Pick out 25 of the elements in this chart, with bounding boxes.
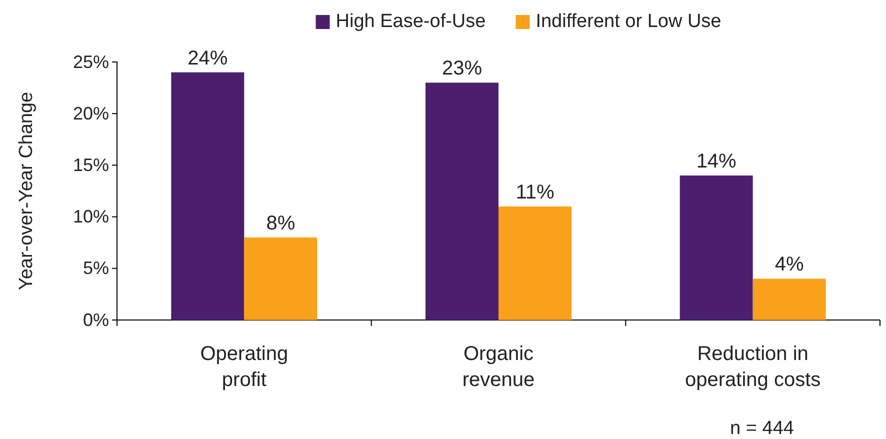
- data-label: 4%: [774, 254, 804, 276]
- y-tick-label: 5%: [82, 258, 109, 278]
- y-tick-label: 10%: [72, 206, 109, 227]
- y-tick-label: 15%: [72, 154, 109, 175]
- y-axis-title: Year-over-Year Change: [16, 92, 37, 290]
- data-label: 11%: [516, 181, 554, 204]
- bar: [680, 176, 753, 320]
- data-label: 8%: [266, 212, 296, 234]
- data-label: 24%: [188, 47, 228, 70]
- x-tick-label: Operating profit: [200, 343, 288, 391]
- bar: [752, 278, 826, 320]
- y-tick-label: 0%: [82, 310, 109, 330]
- bar: [426, 82, 498, 320]
- legend-label: High Ease-of-Use: [336, 11, 486, 32]
- bar: [171, 72, 244, 320]
- legend-label: Indifferent or Low Use: [536, 11, 722, 32]
- data-label: 14%: [696, 150, 737, 173]
- y-tick-label: 20%: [72, 103, 109, 124]
- data-label: 23%: [442, 58, 482, 80]
- x-tick-label: Organic revenue: [462, 343, 535, 391]
- bar: [498, 206, 572, 320]
- x-tick-label: Reduction in operating costs: [685, 343, 821, 391]
- y-tick-label: 25%: [72, 52, 109, 72]
- bar: [244, 237, 318, 320]
- text: n = 444: [730, 418, 794, 439]
